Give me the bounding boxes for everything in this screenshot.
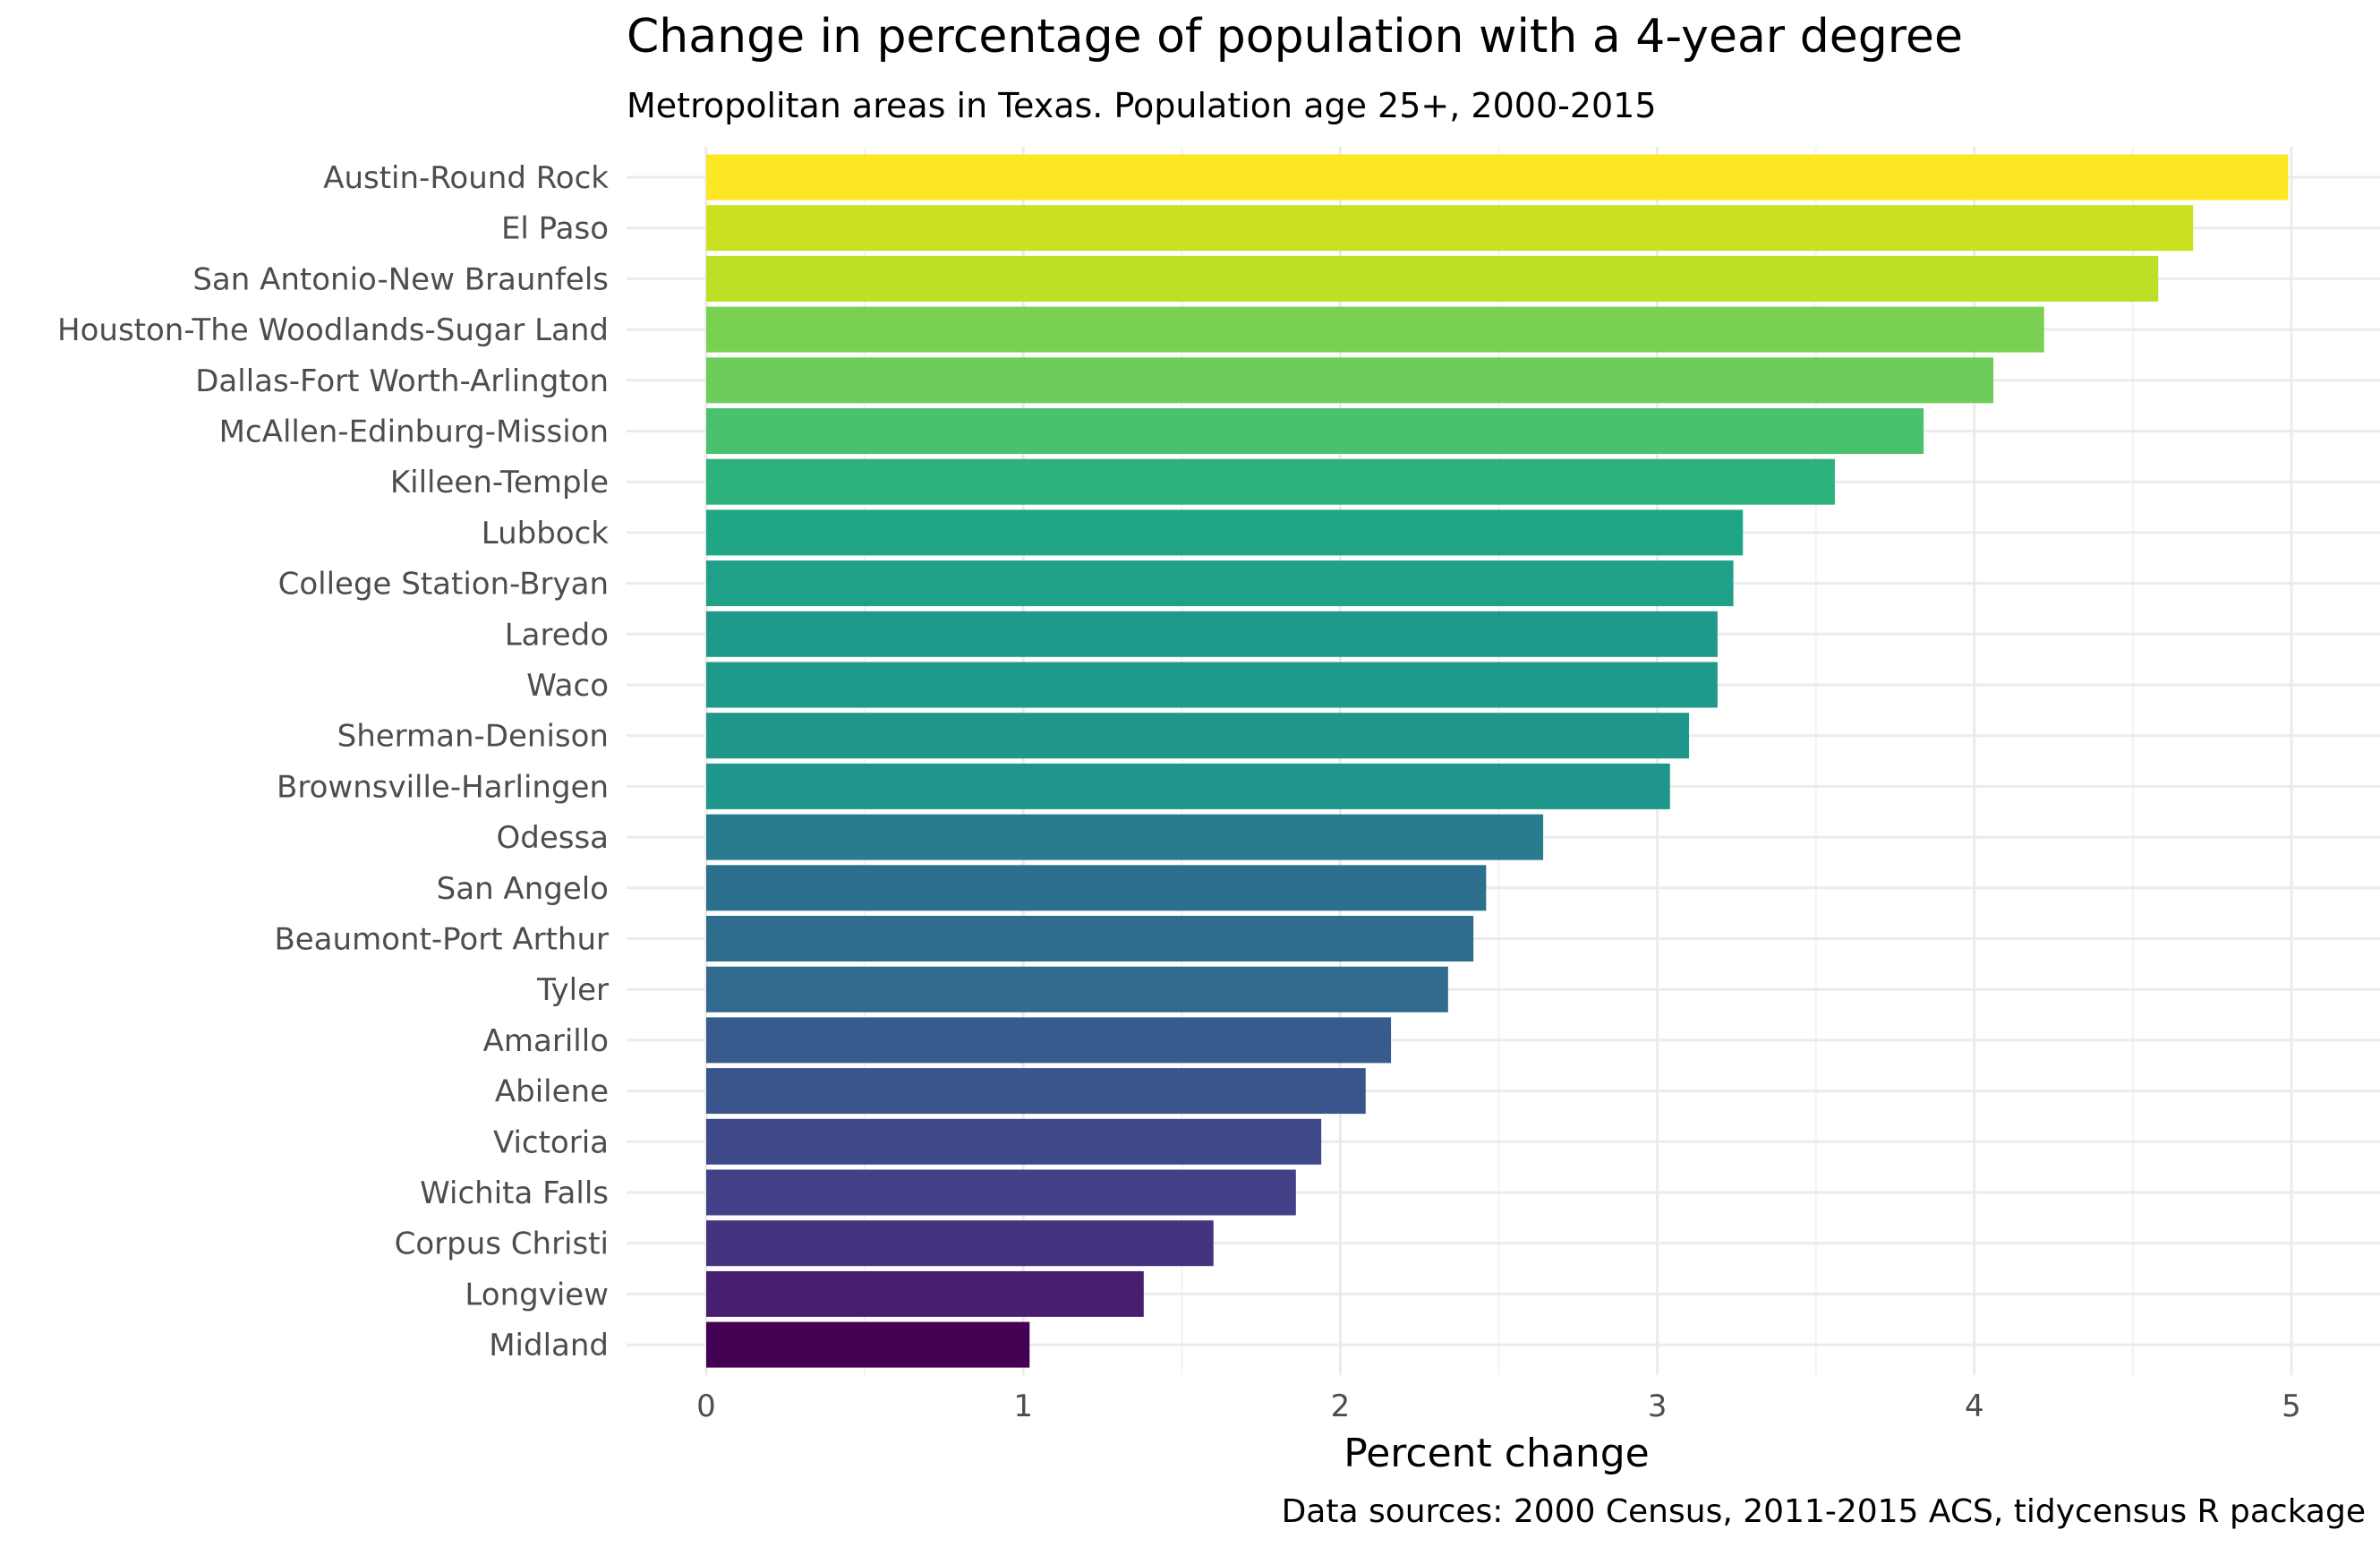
bar bbox=[706, 255, 2159, 302]
bar bbox=[706, 357, 1994, 404]
x-tick-label: 2 bbox=[1331, 1389, 1351, 1424]
y-tick-label: Beaumont-Port Arthur bbox=[274, 922, 609, 958]
y-tick-label: McAllen-Edinburg-Mission bbox=[219, 415, 609, 450]
y-tick-label: Sherman-Denison bbox=[337, 719, 609, 755]
y-tick-label: Victoria bbox=[493, 1124, 609, 1160]
y-tick-label: Longview bbox=[465, 1277, 609, 1312]
y-tick-label: Laredo bbox=[505, 617, 609, 653]
y-tick-label: Odessa bbox=[496, 820, 609, 856]
bar bbox=[706, 611, 1718, 657]
bar bbox=[706, 1169, 1296, 1216]
bar bbox=[706, 1220, 1214, 1267]
y-tick-label: College Station-Bryan bbox=[278, 567, 609, 603]
bar bbox=[706, 966, 1448, 1013]
y-tick-label: Waco bbox=[526, 668, 609, 704]
y-tick-label: Houston-The Woodlands-Sugar Land bbox=[57, 312, 609, 348]
bar bbox=[706, 1017, 1392, 1064]
chart-caption: Data sources: 2000 Census, 2011-2015 ACS… bbox=[1282, 1493, 2366, 1530]
y-tick-label: El Paso bbox=[501, 211, 609, 247]
bar bbox=[706, 154, 2289, 201]
x-tick-label: 1 bbox=[1013, 1389, 1033, 1424]
bar bbox=[706, 306, 2044, 353]
y-tick-label: Amarillo bbox=[483, 1023, 609, 1059]
y-tick-label: Dallas-Fort Worth-Arlington bbox=[195, 363, 609, 399]
y-tick-label: Lubbock bbox=[482, 516, 610, 551]
bar bbox=[706, 205, 2194, 252]
bar bbox=[706, 1270, 1144, 1317]
y-tick-label: San Antonio-New Braunfels bbox=[192, 261, 609, 297]
y-tick-label: Abilene bbox=[495, 1074, 609, 1110]
y-tick-label: Corpus Christi bbox=[395, 1226, 609, 1262]
bar bbox=[706, 509, 1744, 556]
x-tick-label: 4 bbox=[1965, 1389, 1984, 1424]
x-axis-label: Percent change bbox=[1344, 1431, 1649, 1476]
y-tick-label: Killeen-Temple bbox=[390, 465, 609, 500]
x-tick-label: 5 bbox=[2282, 1389, 2301, 1424]
bar bbox=[706, 458, 1835, 505]
x-tick-label: 3 bbox=[1648, 1389, 1668, 1424]
y-tick-label: Austin-Round Rock bbox=[323, 160, 609, 196]
bar bbox=[706, 763, 1670, 809]
y-axis-ticks: Austin-Round Rock El Paso San Antonio-New … bbox=[57, 160, 609, 1363]
bar bbox=[706, 408, 1924, 454]
bar bbox=[706, 713, 1690, 759]
bar bbox=[706, 814, 1544, 860]
bar bbox=[706, 560, 1734, 607]
y-tick-label: Brownsville-Harlingen bbox=[277, 769, 609, 805]
y-tick-label: Wichita Falls bbox=[420, 1175, 609, 1211]
bar bbox=[706, 1068, 1366, 1115]
bars bbox=[706, 154, 2289, 1368]
y-tick-label: San Angelo bbox=[437, 871, 609, 907]
chart-title: Change in percentage of population with … bbox=[627, 10, 1963, 64]
x-tick-label: 0 bbox=[696, 1389, 716, 1424]
bar bbox=[706, 1321, 1030, 1368]
bar bbox=[706, 916, 1474, 962]
bar bbox=[706, 865, 1487, 911]
bar bbox=[706, 1118, 1322, 1165]
chart-subtitle: Metropolitan areas in Texas. Population … bbox=[627, 86, 1657, 125]
y-tick-label: Midland bbox=[489, 1328, 609, 1363]
y-tick-label: Tyler bbox=[536, 972, 609, 1008]
bar bbox=[706, 662, 1718, 708]
x-axis-ticks: 0 1 2 3 4 5 bbox=[696, 1389, 2301, 1424]
